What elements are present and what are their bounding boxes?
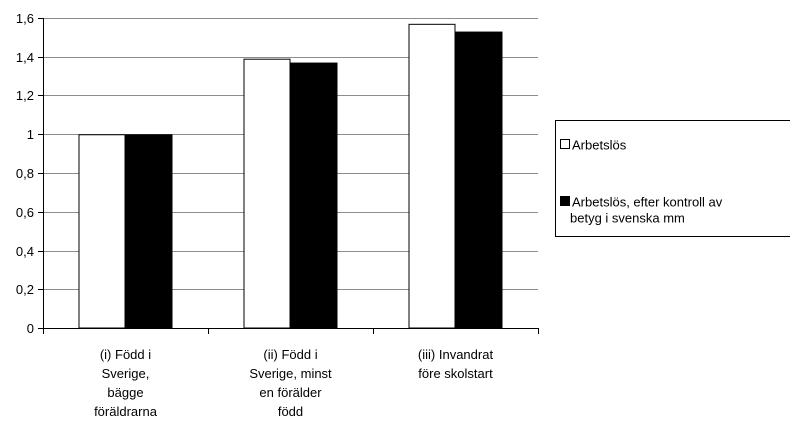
y-tick-label: 0,6 <box>16 205 34 220</box>
y-tick-label: 1 <box>27 127 34 142</box>
legend-label-2: Arbetslös, efter kontroll av betyg i sven… <box>570 195 723 226</box>
y-tick-label: 1,6 <box>16 11 34 26</box>
bar-arbetslos-kontroll-3 <box>455 31 503 329</box>
bar-arbetslos-kontroll-1 <box>125 134 173 329</box>
x-tick-label: (i) Född i Sverige, bägge föräldrarna <box>94 347 158 419</box>
bar-arbetslos-3 <box>408 23 456 329</box>
bar-arbetslos-1 <box>78 134 126 329</box>
y-tick-label: 0,4 <box>16 244 34 259</box>
bar-arbetslos-2 <box>243 58 291 329</box>
legend-label-1: Arbetslös <box>572 138 627 153</box>
x-tick-label: (ii) Född i Sverige, minst en förälder född <box>249 347 332 419</box>
legend-box <box>555 120 790 237</box>
y-tick-label: 1,4 <box>16 50 34 65</box>
y-tick-label: 0 <box>27 321 34 336</box>
legend-swatch-2 <box>560 196 570 206</box>
x-tick-label: (iii) Invandrat före skolstart <box>418 347 494 381</box>
bars <box>78 23 503 329</box>
axes <box>38 18 539 334</box>
y-tick-labels: 0 0,2 0,4 0,6 0,8 1 1,2 1,4 1,6 <box>16 11 34 336</box>
bar-arbetslos-kontroll-2 <box>290 62 338 329</box>
legend-swatch-1 <box>560 139 570 149</box>
y-tick-label: 0,2 <box>16 282 34 297</box>
y-tick-label: 0,8 <box>16 166 34 181</box>
y-tick-label: 1,2 <box>16 88 34 103</box>
legend: Arbetslös Arbetslös, efter kontroll av bet… <box>555 120 790 237</box>
x-tick-labels: (i) Född i Sverige, bägge föräldrarna (ii) F… <box>94 347 493 419</box>
